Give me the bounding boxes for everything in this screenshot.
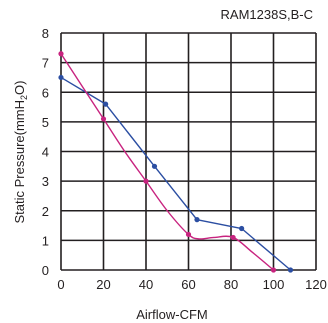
- chart-title: RAM1238S,B-C: [221, 7, 313, 22]
- y-tick-label: 2: [42, 204, 49, 219]
- series-2-point: [100, 116, 107, 122]
- x-tick-label: 0: [57, 277, 64, 292]
- x-tick-label: 20: [96, 277, 110, 292]
- series-layer: [58, 51, 294, 273]
- series-2-line: [60, 53, 274, 271]
- series-1-point: [239, 225, 245, 232]
- series-1-point: [151, 163, 158, 169]
- x-tick-label: 120: [305, 277, 327, 292]
- series-2-point: [58, 51, 64, 57]
- x-axis-label: Airflow-CFM: [136, 307, 208, 322]
- y-tick-label: 4: [42, 145, 49, 160]
- series-1-point: [287, 267, 294, 273]
- series-2-point: [270, 267, 277, 273]
- y-axis-label: Static Pressure(mmH2O): [12, 81, 29, 224]
- x-tick-label: 100: [263, 277, 285, 292]
- series-1-point: [58, 74, 64, 81]
- y-tick-label: 8: [42, 26, 49, 41]
- y-tick-label: 6: [42, 85, 49, 100]
- series-1-point: [103, 101, 109, 107]
- x-tick-label: 40: [139, 277, 153, 292]
- series-2-point: [143, 178, 149, 184]
- series-1-point: [194, 217, 200, 223]
- series-1-line: [60, 76, 291, 271]
- x-tick-label: 80: [224, 277, 238, 292]
- y-tick-labels: 0 1 2 3 4 5 6 7 8: [42, 26, 49, 278]
- y-tick-label: 1: [42, 233, 49, 248]
- x-tick-label: 60: [181, 277, 195, 292]
- series-2-point: [185, 231, 192, 238]
- y-tick-label: 5: [42, 115, 49, 130]
- series-2-point: [230, 234, 236, 241]
- y-tick-label: 7: [42, 56, 49, 71]
- grid: [60, 32, 317, 271]
- y-tick-label: 3: [42, 174, 49, 189]
- y-tick-label: 0: [42, 263, 49, 278]
- x-tick-labels: 0 20 40 60 80 100 120: [57, 277, 326, 292]
